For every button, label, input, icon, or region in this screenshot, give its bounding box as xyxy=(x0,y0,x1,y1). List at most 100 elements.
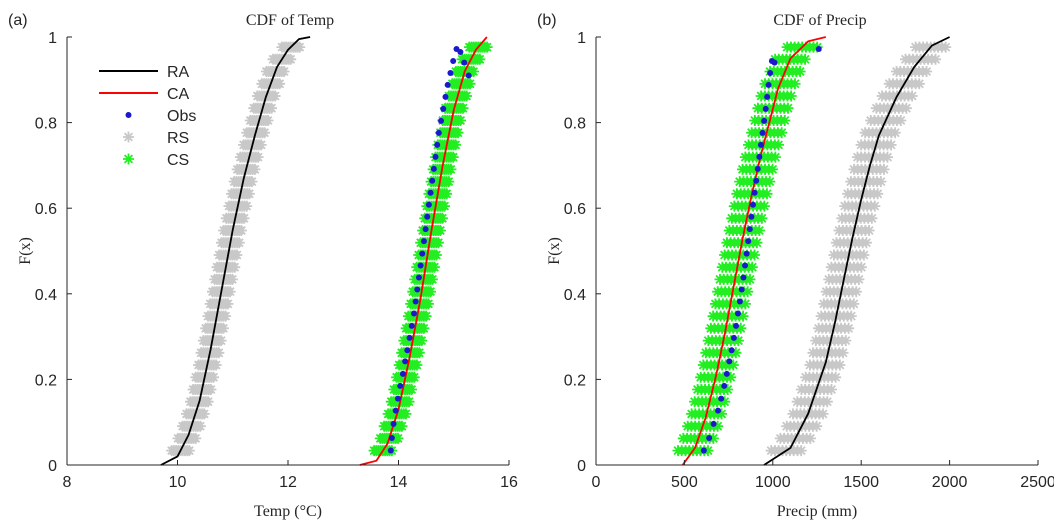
rs-star-marker xyxy=(262,115,274,126)
rs-star-marker xyxy=(850,286,862,298)
rs-star-marker xyxy=(811,420,823,432)
legend-swatch-cs xyxy=(123,153,134,165)
obs-point xyxy=(756,153,763,160)
cs-star-marker xyxy=(753,225,765,236)
rs-star-marker xyxy=(255,139,267,151)
cs-star-marker xyxy=(457,102,469,114)
obs-point xyxy=(417,262,424,269)
y-tick-label: 0.6 xyxy=(35,201,57,218)
obs-point xyxy=(422,226,429,233)
obs-point xyxy=(751,189,758,196)
rs-star-marker xyxy=(241,200,253,212)
legend-label-ca: CA xyxy=(167,86,190,103)
y-tick-label: 0 xyxy=(48,458,57,475)
rs-star-marker xyxy=(278,66,290,77)
cs-star-marker xyxy=(702,445,714,457)
rs-star-marker xyxy=(183,445,195,457)
cs-star-marker xyxy=(749,249,761,261)
cs-star-marker xyxy=(406,384,418,395)
obs-point xyxy=(745,238,752,245)
rs-star-marker xyxy=(202,396,214,408)
cs-star-marker xyxy=(776,127,788,139)
cs-star-marker xyxy=(725,371,737,383)
cs-star-marker xyxy=(785,90,797,102)
x-tick-label: 16 xyxy=(500,474,518,491)
obs-point xyxy=(733,322,740,329)
obs-point xyxy=(435,129,442,136)
rs-star-marker xyxy=(208,371,219,383)
cs-star-marker xyxy=(452,127,464,139)
x-tick-label: 500 xyxy=(671,474,698,491)
rs-star-marker xyxy=(889,127,901,139)
cs-star-marker xyxy=(425,286,436,298)
rs-star-marker xyxy=(210,359,222,371)
rs-star-marker xyxy=(217,322,229,334)
obs-point xyxy=(723,370,730,377)
series-cs-stars-panel-a xyxy=(368,41,493,457)
rs-star-marker xyxy=(246,176,258,188)
rs-star-marker xyxy=(231,249,243,261)
obs-point xyxy=(429,177,436,184)
obs-point xyxy=(765,81,772,88)
rs-star-marker xyxy=(804,432,816,444)
legend: RA CA Obs RS CS xyxy=(99,64,196,169)
cs-star-marker xyxy=(722,384,734,395)
obs-point xyxy=(434,141,441,148)
obs-point xyxy=(420,238,427,245)
rs-star-marker xyxy=(243,188,255,200)
obs-point xyxy=(414,286,421,293)
cs-star-marker xyxy=(434,225,446,236)
obs-point xyxy=(815,45,822,52)
rs-star-marker xyxy=(233,237,245,249)
cs-star-marker xyxy=(439,200,450,212)
y-axis-label: F(x) xyxy=(17,237,34,265)
obs-point xyxy=(726,358,733,365)
obs-point xyxy=(432,153,439,160)
rs-star-marker xyxy=(906,90,918,102)
obs-point xyxy=(450,57,457,64)
y-tick-label: 0.6 xyxy=(564,201,586,218)
cs-star-marker xyxy=(773,139,784,151)
cs-star-marker xyxy=(769,151,781,163)
rs-star-marker xyxy=(285,53,297,65)
obs-point xyxy=(764,93,771,100)
rs-star-marker xyxy=(843,322,855,334)
cs-star-marker xyxy=(428,261,440,273)
obs-point xyxy=(399,370,406,377)
rs-star-marker xyxy=(872,188,884,200)
cs-star-marker xyxy=(418,322,430,334)
cs-star-marker xyxy=(474,53,486,65)
rs-star-marker xyxy=(845,310,857,322)
obs-point xyxy=(461,59,468,66)
rs-star-marker xyxy=(848,298,860,310)
rs-star-marker xyxy=(826,384,837,395)
rs-star-marker xyxy=(249,163,261,175)
series-obs-dots xyxy=(387,45,472,454)
obs-point xyxy=(757,141,764,148)
obs-point xyxy=(440,105,447,112)
rs-star-marker xyxy=(198,408,210,420)
rs-star-marker xyxy=(878,163,890,175)
rs-star-marker xyxy=(900,102,912,114)
cs-star-marker xyxy=(432,237,444,249)
rs-star-marker xyxy=(252,151,264,163)
rs-star-marker xyxy=(224,286,236,298)
obs-point xyxy=(404,347,411,354)
cs-star-marker xyxy=(420,310,432,322)
cs-star-marker xyxy=(716,408,728,420)
series-ra-line xyxy=(763,36,950,466)
legend-label-rs: RS xyxy=(167,130,189,147)
cs-star-marker xyxy=(461,90,472,102)
x-tick-label: 12 xyxy=(279,474,297,491)
obs-point xyxy=(390,420,397,427)
rs-star-marker xyxy=(821,396,833,408)
obs-point xyxy=(736,298,743,305)
y-tick-label: 0.4 xyxy=(35,287,57,304)
legend-label-cs: CS xyxy=(167,152,189,169)
cs-star-marker xyxy=(416,335,428,347)
cs-star-marker xyxy=(746,261,758,273)
obs-point xyxy=(771,59,778,66)
cs-star-marker xyxy=(400,408,412,420)
obs-point xyxy=(762,105,769,112)
rs-star-marker xyxy=(817,408,829,420)
